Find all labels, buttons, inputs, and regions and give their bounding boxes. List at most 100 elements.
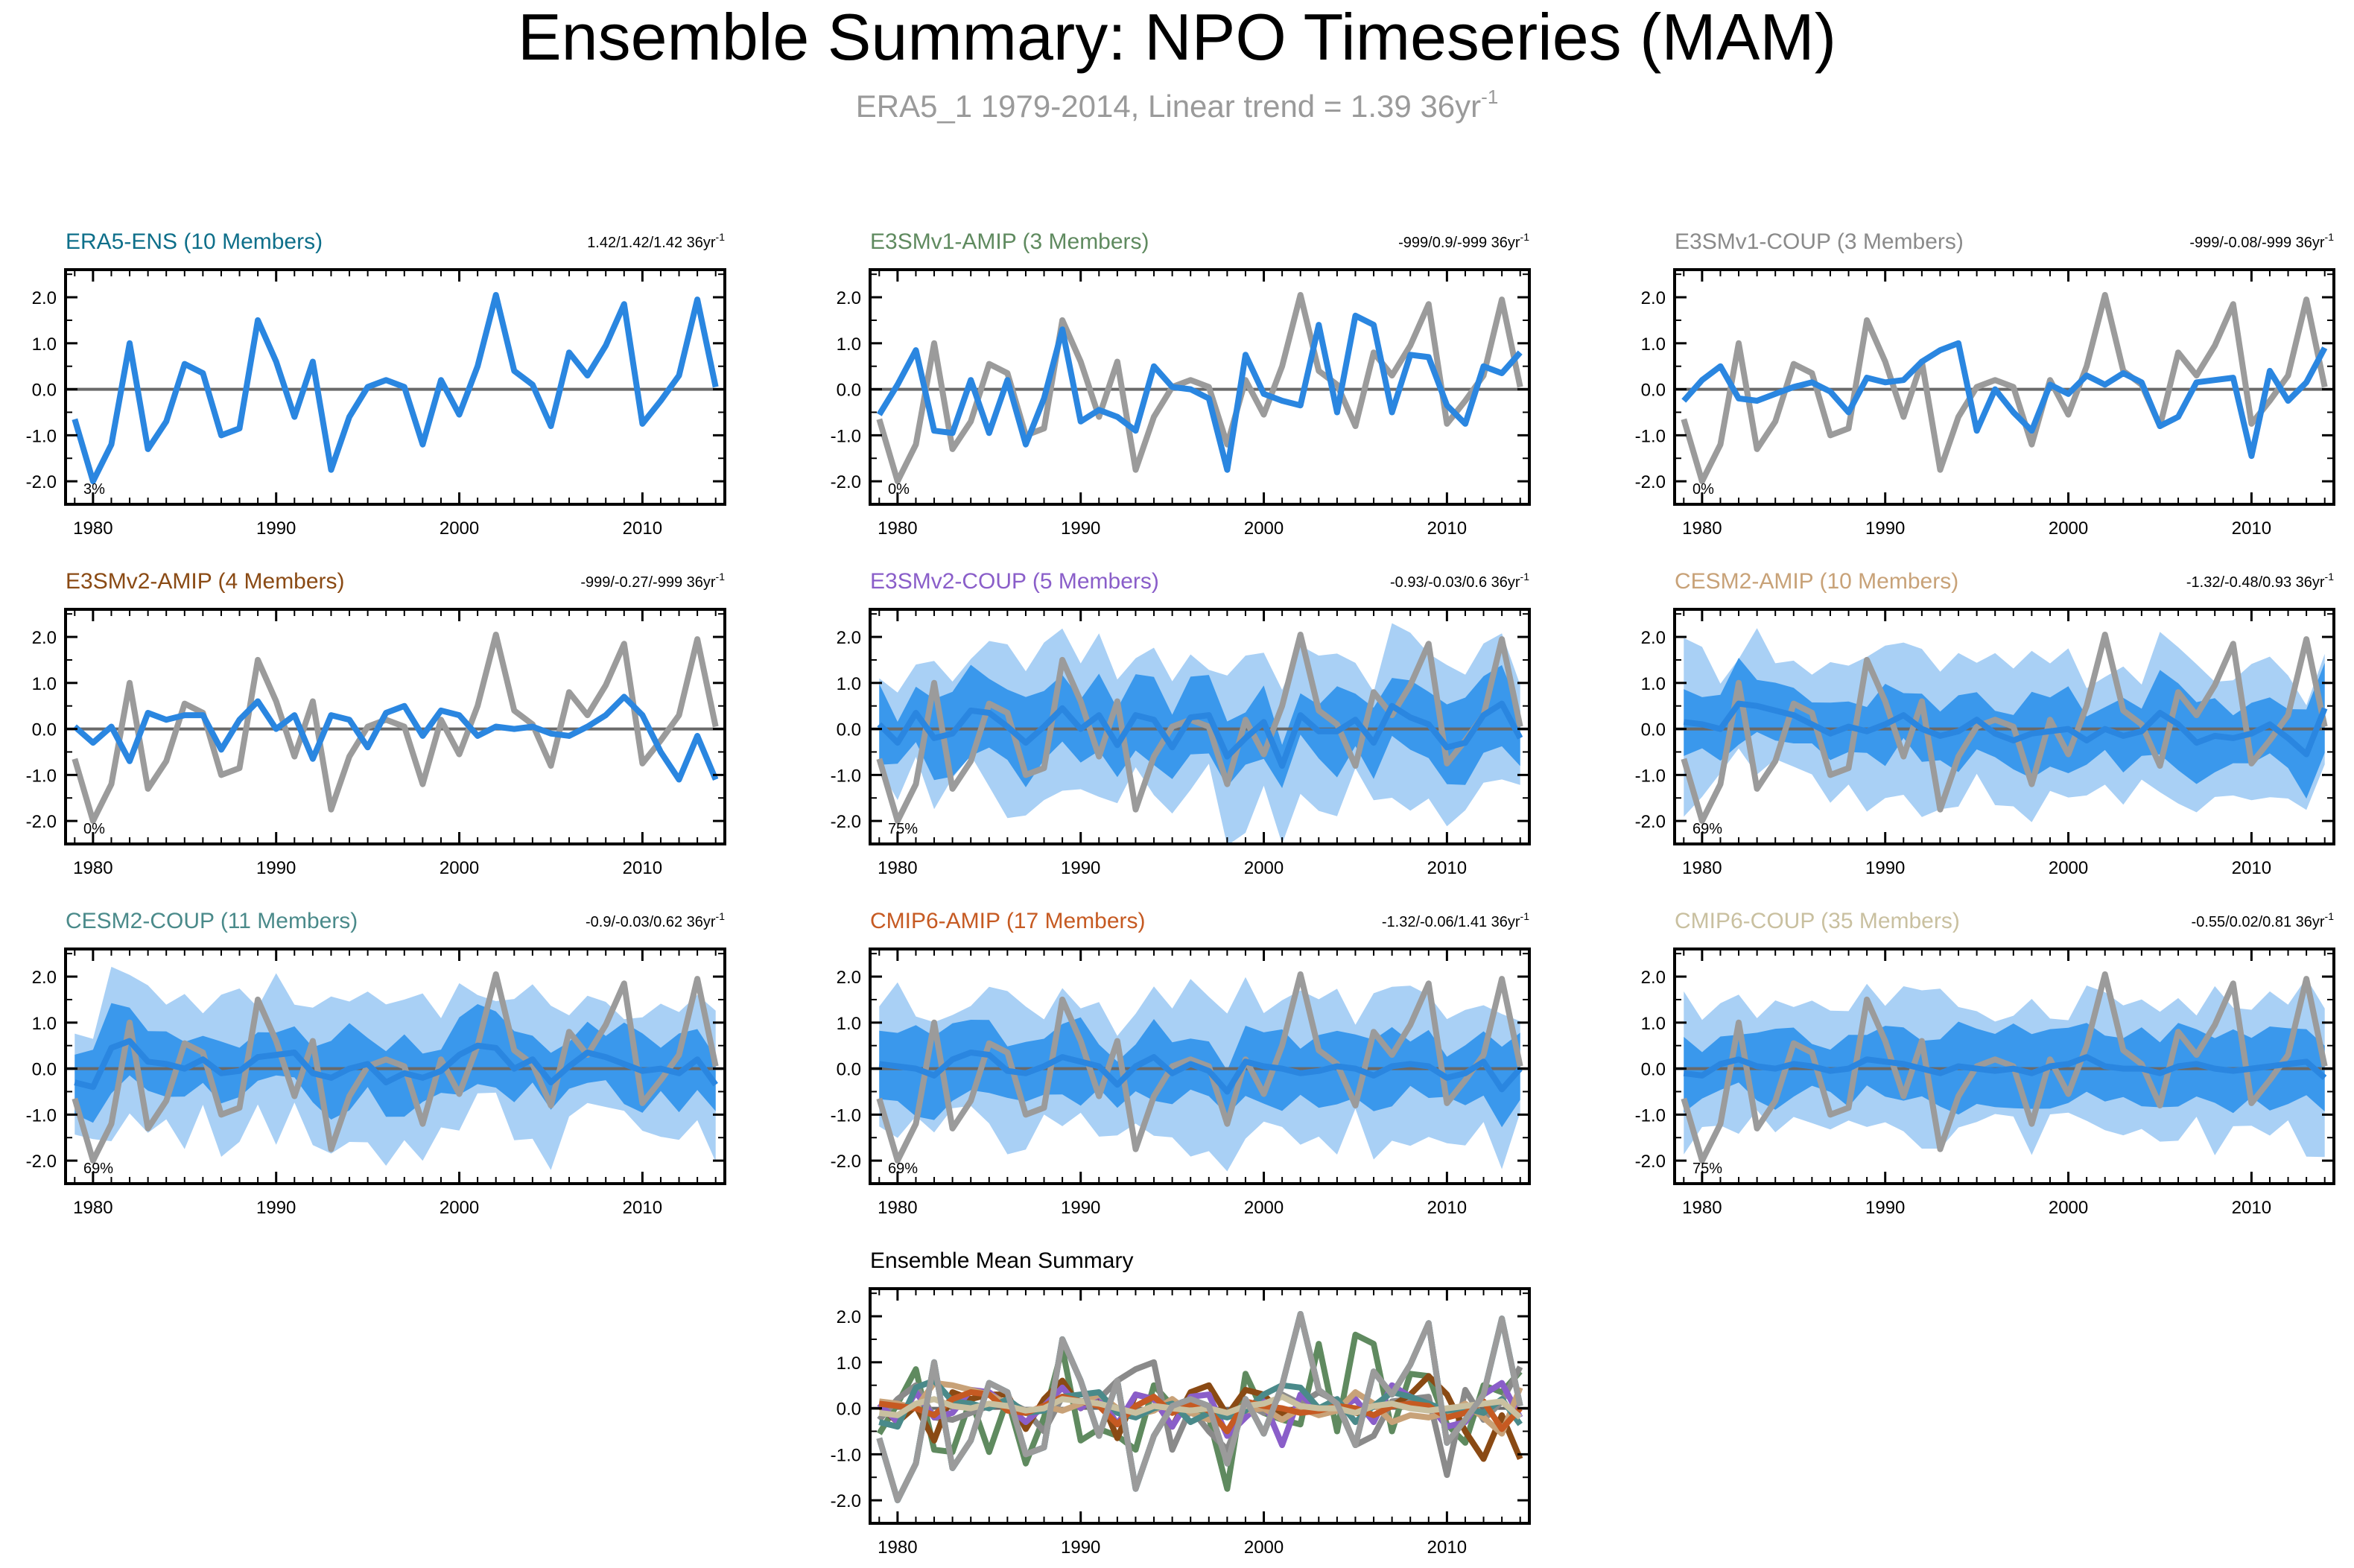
y-tick-label: -2.0	[26, 812, 57, 832]
series-line-cmip6-coup	[878, 1394, 1523, 1420]
x-tick-label: 1980	[1682, 858, 1722, 878]
y-tick-label: 1.0	[32, 1014, 57, 1034]
panel-title: CESM2-COUP (11 Members)	[66, 909, 358, 933]
y-tick-label: 2.0	[32, 628, 57, 648]
y-tick-label: 1.0	[837, 334, 861, 355]
panel-trend: -999/-0.27/-999 36yr-1	[580, 571, 725, 591]
x-tick-label: 1990	[1061, 1198, 1100, 1218]
x-tick-label: 1990	[1865, 1198, 1905, 1218]
trend-superscript: -1	[716, 910, 726, 922]
panel-percent: 69%	[888, 1161, 918, 1177]
y-tick-label: -1.0	[1635, 426, 1666, 446]
panel-percent: 75%	[888, 821, 918, 837]
x-tick-label: 1990	[1061, 1537, 1100, 1558]
panel-ensemble-mean: Ensemble Mean Summary 2.0 1.0 0.0 -1.0 -2.0 19…	[831, 1248, 1531, 1558]
x-tick-label: 2010	[1427, 858, 1467, 878]
x-tick-label: 1980	[73, 518, 112, 539]
panel-percent: 0%	[888, 481, 910, 498]
subtitle-text: ERA5_1 1979-2014, Linear trend = 1.39 36…	[855, 89, 1482, 124]
trend-superscript: -1	[2325, 571, 2335, 583]
x-tick-label: 1980	[73, 1198, 112, 1218]
panel-plot-area	[870, 623, 1529, 844]
x-tick-label: 2010	[1427, 1198, 1467, 1218]
panel-title: E3SMv2-COUP (5 Members)	[870, 569, 1159, 594]
y-tick-label: 0.0	[837, 381, 861, 401]
y-tick-label: 1.0	[1641, 1014, 1666, 1034]
x-tick-label: 1980	[878, 518, 917, 539]
panel-trend: -0.9/-0.03/0.62 36yr-1	[586, 910, 725, 930]
y-tick-label: 1.0	[837, 674, 861, 694]
y-tick-label: 0.0	[1641, 381, 1666, 401]
x-tick-label: 1980	[878, 1537, 917, 1558]
trend-superscript: -1	[1520, 231, 1530, 243]
x-tick-label: 1980	[1682, 518, 1722, 539]
y-tick-label: -2.0	[831, 1152, 861, 1172]
series-line-obs	[876, 1311, 1523, 1504]
panel-percent: 75%	[1692, 1161, 1722, 1177]
y-tick-label: -2.0	[831, 472, 861, 492]
panel-trend: -1.32/-0.48/0.93 36yr-1	[2186, 571, 2334, 591]
ensemble-mean-line	[878, 1050, 1523, 1095]
x-tick-label: 1990	[1061, 858, 1100, 878]
trend-superscript: -1	[1520, 571, 1530, 583]
panel-plot-area	[870, 292, 1529, 485]
ensemble-mean-line	[1681, 340, 2328, 460]
panel-percent: 69%	[83, 1161, 113, 1177]
x-tick-label: 2010	[2232, 518, 2271, 539]
trend-superscript: -1	[716, 231, 726, 243]
y-tick-label: 2.0	[837, 1307, 861, 1327]
y-tick-label: 0.0	[32, 720, 57, 740]
obs-line	[72, 971, 719, 1164]
x-tick-label: 1980	[878, 1198, 917, 1218]
x-tick-label: 2000	[1244, 858, 1284, 878]
y-tick-label: -1.0	[26, 766, 57, 786]
y-tick-label: -2.0	[26, 472, 57, 492]
y-tick-label: -1.0	[831, 426, 861, 446]
panel-trend: -999/0.9/-999 36yr-1	[1398, 231, 1529, 251]
panel-plot-area	[1675, 971, 2334, 1164]
ensemble-mean-line	[877, 700, 1523, 769]
y-tick-label: -1.0	[1635, 1105, 1666, 1126]
panel-plot-area	[870, 1311, 1529, 1504]
y-tick-label: 2.0	[837, 968, 861, 988]
y-tick-label: -2.0	[26, 1152, 57, 1172]
y-tick-label: 0.0	[32, 381, 57, 401]
panel-plot-area	[1675, 292, 2334, 485]
x-tick-label: 2010	[2232, 1198, 2271, 1218]
obs-line	[1681, 292, 2328, 485]
y-tick-label: 1.0	[837, 1014, 861, 1034]
panel-title: CMIP6-AMIP (17 Members)	[870, 909, 1146, 933]
panel-percent: 3%	[83, 481, 105, 498]
series-line-cesm2-coup	[878, 1377, 1523, 1430]
x-tick-label: 1990	[1061, 518, 1100, 539]
y-tick-label: 0.0	[837, 1400, 861, 1420]
x-tick-label: 1990	[256, 1198, 296, 1218]
y-tick-label: 2.0	[32, 968, 57, 988]
panel-frame	[869, 948, 1531, 1185]
obs-line	[876, 292, 1523, 485]
y-tick-label: 1.0	[32, 334, 57, 355]
trend-superscript: -1	[2325, 231, 2335, 243]
panel-plot-area	[870, 971, 1529, 1172]
ensemble-mean-line	[72, 693, 719, 783]
trend-superscript: -1	[2325, 910, 2335, 922]
panel-frame	[64, 948, 726, 1185]
x-tick-label: 2010	[623, 858, 662, 878]
panel-title: Ensemble Mean Summary	[870, 1248, 1133, 1273]
y-tick-label: -1.0	[1635, 766, 1666, 786]
panel-frame	[64, 608, 726, 845]
y-tick-label: 0.0	[1641, 720, 1666, 740]
page-title: Ensemble Summary: NPO Timeseries (MAM)	[517, 0, 1837, 74]
x-tick-label: 2000	[2049, 518, 2088, 539]
subtitle-superscript: -1	[1481, 86, 1499, 108]
panel-trend: -0.93/-0.03/0.6 36yr-1	[1390, 571, 1529, 591]
panel-e3smv2-amip: E3SMv2-AMIP (4 Members) -999/-0.27/-999 3…	[26, 569, 726, 878]
inner-band	[879, 664, 1520, 788]
panel-title: CMIP6-COUP (35 Members)	[1675, 909, 1960, 933]
panel-plot-area	[66, 966, 725, 1170]
y-tick-label: 2.0	[837, 288, 861, 308]
panel-era5-ens: ERA5-ENS (10 Members) 1.42/1.42/1.42 36yr…	[26, 229, 726, 539]
ensemble-mean-line	[1683, 1054, 2327, 1080]
x-tick-label: 2010	[1427, 518, 1467, 539]
x-tick-label: 2000	[440, 1198, 479, 1218]
